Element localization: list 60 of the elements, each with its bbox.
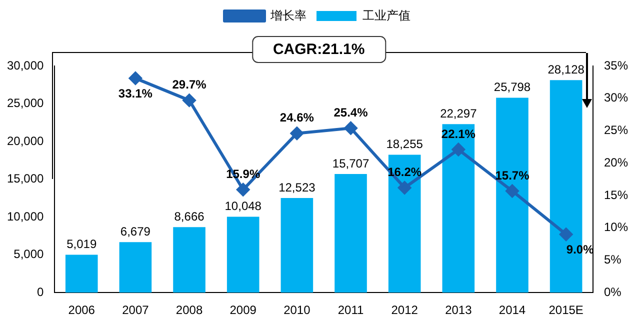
- point: [182, 94, 196, 107]
- data-label: 28,128: [548, 62, 585, 76]
- data-label: 25.4%: [334, 105, 368, 120]
- bar: [442, 124, 475, 293]
- point: [344, 122, 358, 135]
- bar: [334, 174, 367, 293]
- data-label: 22,297: [440, 106, 478, 120]
- bar: [173, 227, 206, 293]
- bar: [119, 242, 152, 293]
- x-tick-label: 2014: [498, 303, 526, 318]
- x-tick-label: 2013: [445, 303, 472, 318]
- y2-tick-label: 20%: [604, 155, 628, 170]
- y2-tick-label: 0%: [604, 284, 622, 299]
- bar: [388, 154, 421, 293]
- point: [506, 184, 519, 198]
- y2-tick-label: 35%: [604, 58, 628, 72]
- bar: [65, 254, 98, 293]
- bar: [496, 98, 528, 293]
- data-label: 12,523: [278, 180, 316, 194]
- data-label: 6,679: [120, 224, 151, 238]
- x-tick-label: 2015E: [548, 303, 584, 318]
- data-label: 25,798: [494, 80, 531, 94]
- x-tick-label: 2010: [284, 303, 311, 318]
- y-tick-label: 10,000: [7, 209, 44, 224]
- data-label: 8,666: [174, 209, 205, 224]
- x-tick-label: 2011: [338, 303, 364, 318]
- point: [290, 126, 304, 140]
- x-tick-label: 2009: [230, 303, 257, 318]
- y-tick-label: 5,000: [14, 247, 44, 262]
- x-tick-label: 2012: [391, 303, 418, 318]
- y2-tick-label: 5%: [604, 252, 622, 267]
- y-tick-label: 15,000: [7, 172, 44, 186]
- data-label: 15,707: [332, 156, 370, 170]
- y2-tick-label: 15%: [604, 188, 628, 202]
- bar: [226, 216, 260, 293]
- data-label: 33.1%: [118, 86, 153, 101]
- y2-tick-label: 25%: [604, 123, 628, 138]
- data-label: 18,255: [386, 137, 424, 152]
- point: [560, 228, 573, 241]
- y-tick-label: 0: [37, 284, 44, 299]
- y-tick-label: 30,000: [7, 58, 44, 72]
- y-tick-label: 25,000: [7, 96, 44, 110]
- point: [128, 72, 142, 85]
- point: [452, 143, 465, 156]
- legend-label: 增长率: [270, 8, 306, 22]
- data-label: 5,019: [66, 237, 97, 251]
- data-label: 10,048: [224, 199, 262, 214]
- y2-tick-label: 10%: [604, 220, 628, 234]
- data-label: 24.6%: [280, 110, 314, 125]
- x-tick-label: 2008: [176, 303, 203, 318]
- text: CAGR:21.1%: [252, 36, 386, 63]
- bar: [280, 198, 314, 293]
- point: [236, 183, 250, 196]
- y-tick-label: 20,000: [7, 134, 44, 148]
- y2-tick-label: 30%: [604, 90, 628, 105]
- x-tick-label: 2006: [68, 303, 96, 318]
- data-label: 29.7%: [172, 78, 207, 92]
- point: [398, 181, 412, 194]
- legend-label: 工业产值: [362, 8, 410, 22]
- x-tick-label: 2007: [122, 303, 150, 318]
